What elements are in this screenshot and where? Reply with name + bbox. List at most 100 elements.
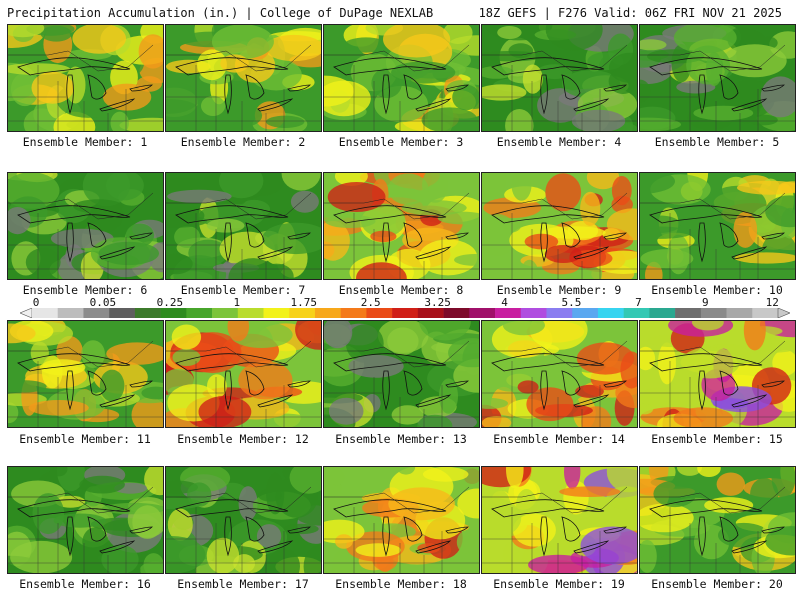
precip-blob	[167, 189, 232, 204]
lake-superior-outline	[175, 57, 289, 76]
ensemble-member-map	[7, 172, 164, 280]
colorbar-tick-label: 4	[501, 296, 508, 309]
precip-blob	[258, 489, 282, 502]
panel-label: Ensemble Member: 10	[651, 283, 783, 297]
ensemble-member-map	[165, 172, 322, 280]
precip-blob	[564, 467, 581, 490]
precip-blob	[737, 180, 795, 195]
lake-huron-outline	[719, 370, 739, 396]
lake-huron-outline	[87, 370, 107, 396]
ensemble-member-map	[165, 24, 322, 132]
state-borders	[8, 65, 163, 131]
precip-blob	[328, 397, 364, 425]
precip-blob	[256, 524, 282, 548]
precip-blob	[219, 173, 264, 199]
state-borders	[324, 65, 479, 131]
lake-huron-outline	[561, 516, 581, 542]
precip-blob	[73, 199, 124, 214]
precip-blob	[508, 43, 534, 59]
us-canada-border	[166, 340, 312, 368]
precip-blob	[106, 342, 163, 365]
state-borders	[8, 213, 163, 279]
precip-blob	[166, 177, 205, 191]
precip-blob	[733, 211, 758, 248]
precip-blob	[335, 534, 353, 549]
state-borders	[166, 361, 321, 427]
precip-blob	[522, 64, 543, 94]
state-borders	[8, 361, 163, 427]
us-canada-border	[640, 340, 786, 368]
lake-michigan-outline	[540, 222, 548, 263]
us-canada-border	[640, 192, 786, 220]
lake-erie-outline	[99, 540, 136, 554]
precip-blob	[238, 486, 258, 521]
lake-huron-outline	[87, 516, 107, 542]
precip-blob	[640, 503, 694, 533]
precip-blob	[482, 66, 515, 79]
lake-superior-outline	[333, 353, 447, 372]
lake-erie-outline	[257, 540, 294, 554]
lake-erie-outline	[257, 246, 294, 260]
lake-michigan-outline	[66, 516, 74, 557]
lake-superior-outline	[649, 205, 763, 224]
lake-erie-outline	[99, 98, 136, 112]
ensemble-member-map	[7, 466, 164, 574]
precip-blob	[606, 467, 637, 493]
precip-blob	[528, 554, 589, 573]
precip-blob	[174, 225, 201, 248]
us-canada-border	[482, 44, 628, 72]
precip-blob	[32, 493, 65, 535]
precip-blob	[658, 342, 676, 385]
us-canada-border	[324, 486, 470, 514]
precip-blob	[324, 519, 365, 544]
precip-blob	[517, 380, 539, 394]
lake-ontario-outline	[761, 232, 785, 240]
precip-blob	[295, 321, 321, 350]
precip-blob	[580, 191, 601, 226]
lake-erie-outline	[573, 98, 610, 112]
colorbar-segment	[366, 308, 393, 318]
lake-huron-outline	[87, 222, 107, 248]
lake-ontario-outline	[129, 526, 153, 534]
precip-blob	[686, 45, 731, 85]
precip-blob	[497, 26, 522, 39]
lake-ontario-outline	[287, 380, 311, 388]
lake-erie-outline	[573, 394, 610, 408]
lake-michigan-outline	[66, 222, 74, 263]
ensemble-member-map	[481, 320, 638, 428]
lake-michigan-outline	[382, 370, 390, 411]
precip-blob	[457, 488, 479, 519]
precip-blob	[437, 211, 479, 225]
us-canada-border	[324, 44, 470, 72]
precip-blob	[101, 544, 139, 573]
precip-blob	[388, 173, 429, 205]
precip-blob	[41, 355, 63, 389]
lake-huron-outline	[245, 222, 265, 248]
lake-michigan-outline	[540, 370, 548, 411]
precip-blob	[262, 222, 321, 255]
lake-superior-outline	[491, 353, 605, 372]
precip-blob	[692, 321, 724, 331]
colorbar-segment	[417, 308, 444, 318]
lake-michigan-outline	[540, 74, 548, 115]
ensemble-member-map	[323, 24, 480, 132]
precip-blob	[328, 468, 345, 486]
precip-blob	[544, 245, 582, 263]
colorbar-segment	[469, 308, 496, 318]
colorbar-segment	[289, 308, 316, 318]
lake-ontario-outline	[445, 526, 469, 534]
lake-michigan-outline	[698, 370, 706, 411]
precip-blob	[10, 540, 73, 573]
precip-blob	[171, 324, 202, 350]
ensemble-member-map	[165, 466, 322, 574]
precip-blob	[586, 173, 620, 190]
precip-blob	[8, 323, 36, 344]
precip-blob	[760, 76, 795, 118]
panel-label: Ensemble Member: 15	[651, 432, 783, 446]
lake-superior-outline	[17, 499, 131, 518]
precip-blob	[419, 321, 471, 341]
precip-blob	[72, 25, 126, 54]
panel-label: Ensemble Member: 18	[335, 577, 467, 591]
colorbar-segment	[160, 308, 187, 318]
precip-blob	[456, 531, 476, 554]
